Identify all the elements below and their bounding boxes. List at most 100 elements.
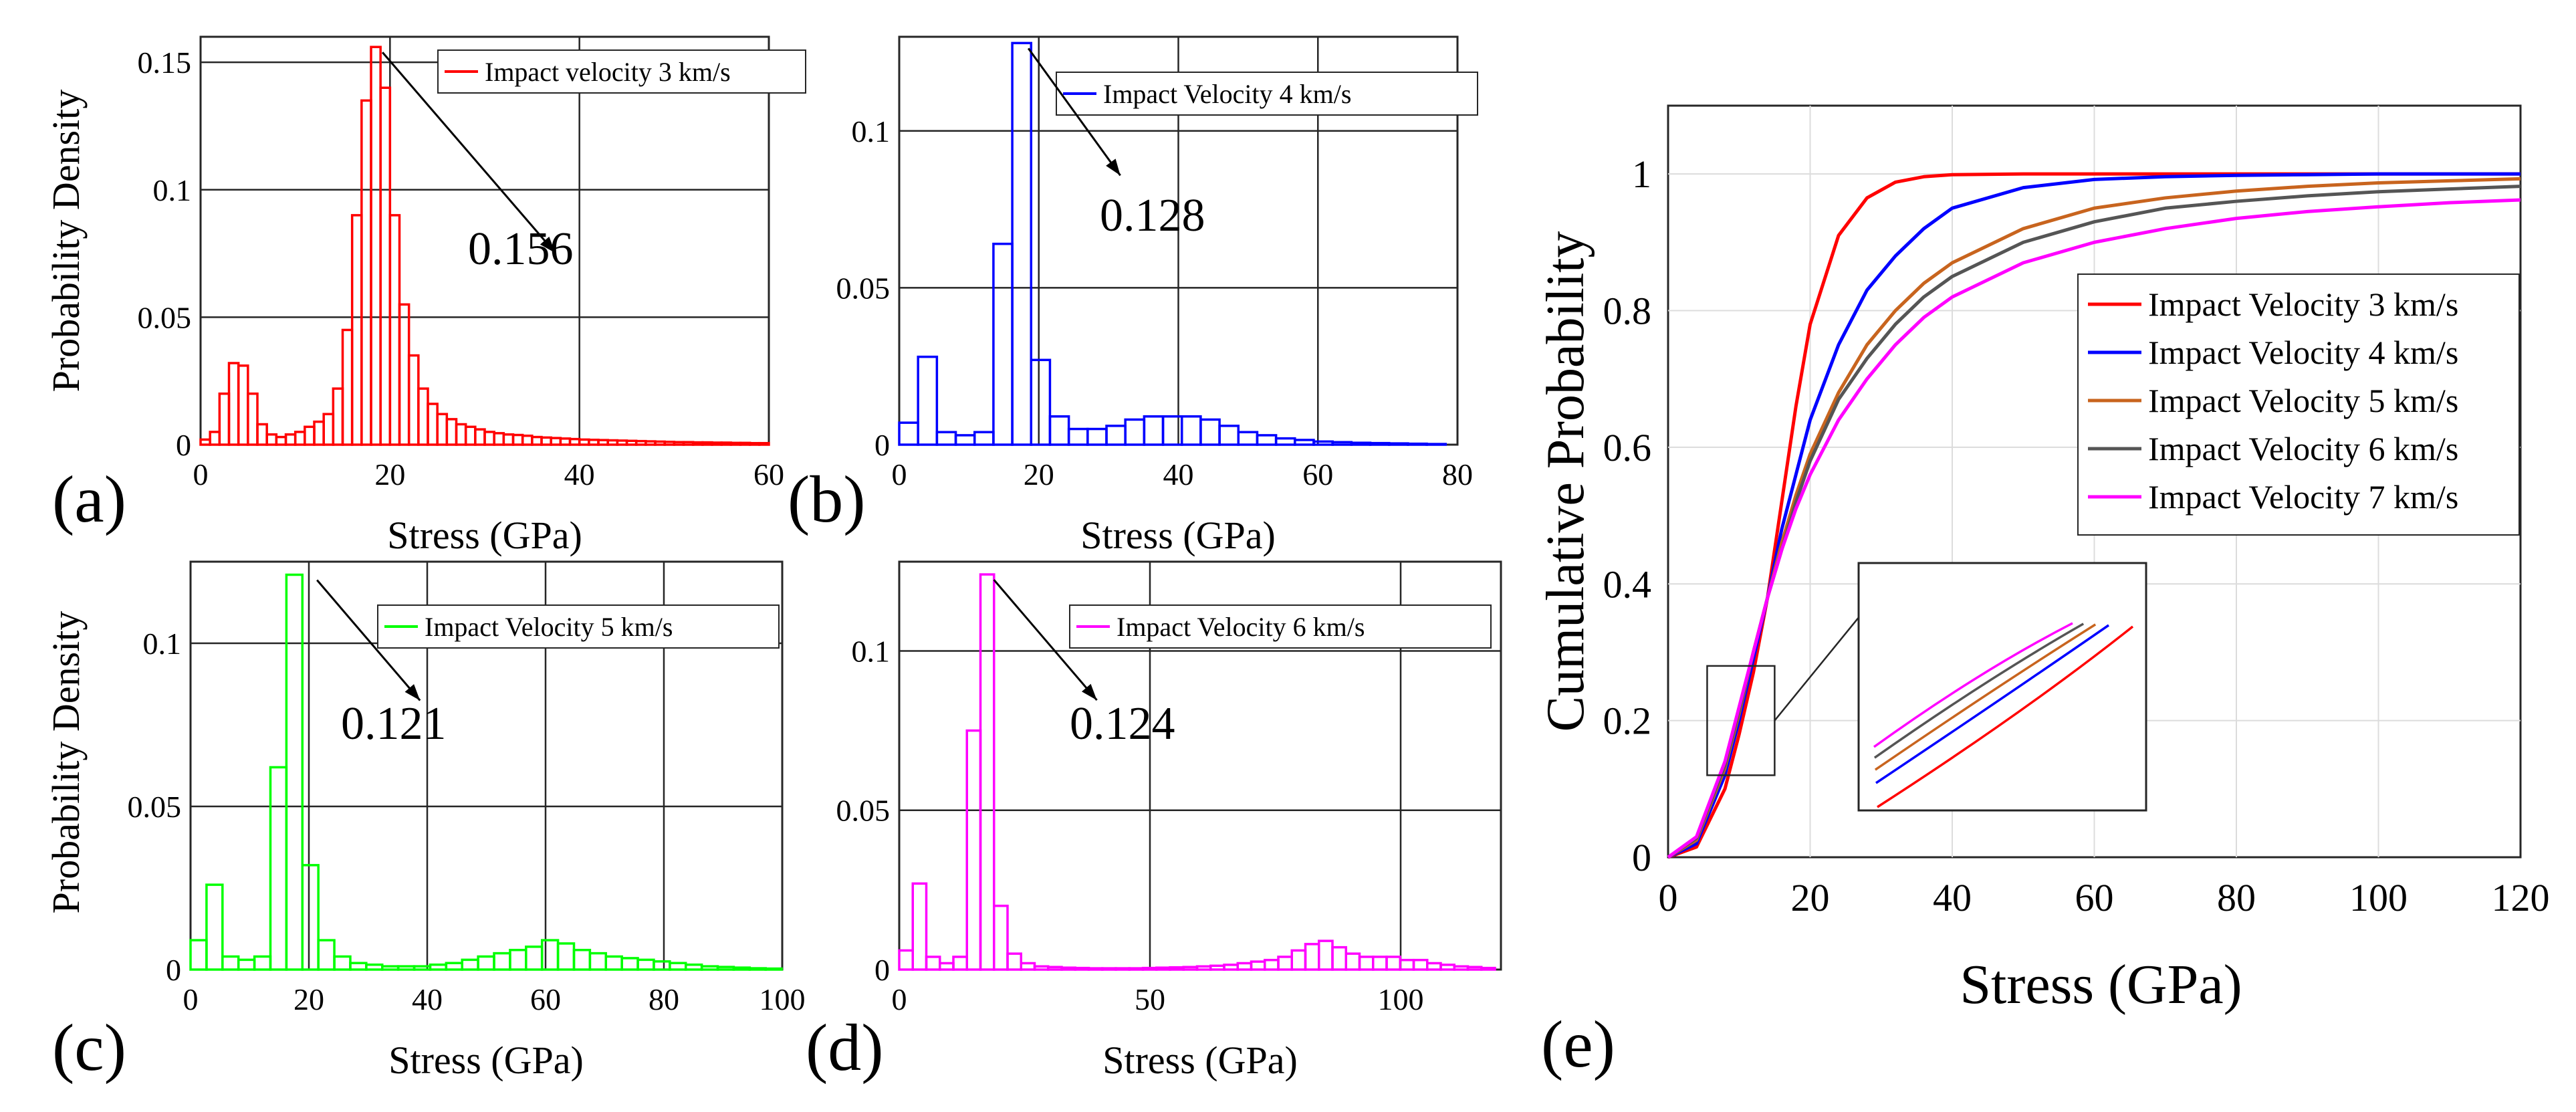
histogram-bar xyxy=(764,967,783,971)
legend: Impact Velocity 4 km/s xyxy=(1056,72,1478,116)
x-tick-label: 40 xyxy=(1933,876,1972,919)
legend-box xyxy=(2077,273,2520,536)
annotation-label: 0.124 xyxy=(1070,698,1175,750)
histogram-bar xyxy=(911,882,928,971)
histogram-bar xyxy=(739,441,751,446)
histogram-panel-4: 0 50 100 0 0.05 0.1 Stress (GPa) (d) Impact Velo… xyxy=(806,560,1502,1085)
x-tick-label: 40 xyxy=(412,982,443,1016)
legend-box xyxy=(1069,604,1492,649)
panel-label: (e) xyxy=(1541,1007,1615,1081)
x-tick-label: 50 xyxy=(1135,982,1165,1016)
legend-label: Impact Velocity 6 km/s xyxy=(2148,430,2458,467)
x-axis-label: Stress (GPa) xyxy=(388,1038,584,1082)
y-tick-label: 0.4 xyxy=(1603,562,1652,606)
x-tick-label: 20 xyxy=(1024,457,1054,491)
x-tick-label: 100 xyxy=(2349,876,2408,919)
inset-curve xyxy=(1877,625,2134,808)
inset-curve xyxy=(1873,623,2085,759)
histogram-bar xyxy=(691,441,704,446)
annotation-arrowhead xyxy=(404,684,421,701)
histogram-bar xyxy=(917,355,939,446)
series-line-7kms xyxy=(1667,198,2521,859)
histogram-bar xyxy=(247,393,259,446)
histogram-bar xyxy=(1169,966,1185,971)
histogram-bar xyxy=(729,441,742,446)
y-axis-label: Cumulative Probability xyxy=(1536,231,1595,732)
y-tick-label: 0.1 xyxy=(852,634,891,668)
y-tick-label: 1 xyxy=(1632,152,1651,196)
histogram-bar xyxy=(758,441,770,446)
legend-box xyxy=(377,604,780,649)
x-tick-label: 60 xyxy=(1302,457,1333,491)
y-axis-label: Probability Density xyxy=(44,611,88,914)
histogram-bar xyxy=(1425,443,1447,446)
x-axis-label: Stress (GPa) xyxy=(1960,954,2242,1016)
legend-label: Impact Velocity 3 km/s xyxy=(2148,286,2458,323)
y-tick-label: 0.05 xyxy=(128,790,182,824)
histogram-bar xyxy=(1060,966,1076,971)
x-tick-label: 80 xyxy=(1442,457,1473,491)
annotation-arrow xyxy=(316,579,421,701)
x-tick-label: 0 xyxy=(892,982,907,1016)
y-tick-label: 0.1 xyxy=(153,173,192,207)
legend-box xyxy=(1056,72,1478,116)
legend: Impact Velocity 3 km/s Impact Velocity 4 … xyxy=(2077,273,2520,536)
histogram-bar xyxy=(1087,967,1104,971)
histogram-bar xyxy=(1155,966,1171,971)
legend-label: Impact Velocity 4 km/s xyxy=(1103,79,1351,109)
y-tick-label: 0.15 xyxy=(138,45,192,80)
annotation-label: 0.156 xyxy=(468,223,574,275)
histogram-bar xyxy=(205,883,224,971)
y-tick-label: 0.05 xyxy=(138,300,192,334)
histogram-panel-2: 0 20 40 60 80 0 0.05 0.1 Stress (GPa) (b) Impact V… xyxy=(788,35,1478,557)
x-tick-label: 20 xyxy=(374,457,405,491)
inset-curve xyxy=(1873,622,2073,748)
zoom-inset xyxy=(1857,562,2147,812)
histogram-bar xyxy=(1387,442,1409,446)
legend-label: Impact Velocity 7 km/s xyxy=(2148,478,2458,516)
y-tick-label: 0.1 xyxy=(143,627,182,661)
histogram-bar xyxy=(701,441,713,446)
panel-label: (a) xyxy=(52,462,126,536)
panel-label: (c) xyxy=(52,1010,126,1085)
histogram-bar xyxy=(317,939,336,971)
panel-label: (d) xyxy=(806,1010,884,1085)
y-tick-label: 0.05 xyxy=(836,794,891,828)
x-tick-label: 0 xyxy=(193,457,209,491)
y-tick-label: 0 xyxy=(176,428,191,462)
annotation-arrowhead xyxy=(1081,683,1097,701)
y-tick-label: 0.2 xyxy=(1603,699,1652,743)
histogram-bar xyxy=(1074,966,1090,971)
y-tick-label: 0.6 xyxy=(1603,426,1652,469)
x-tick-label: 100 xyxy=(759,982,806,1016)
y-tick-label: 0.8 xyxy=(1603,290,1652,333)
inset-frame xyxy=(1857,562,2147,812)
x-tick-label: 0 xyxy=(892,457,907,491)
y-axis-label: Probability Density xyxy=(44,90,88,393)
x-tick-label: 40 xyxy=(564,457,595,491)
x-tick-label: 100 xyxy=(1378,982,1424,1016)
histogram-bar xyxy=(993,904,1009,971)
annotation-arrowhead xyxy=(1106,158,1121,176)
x-axis-label: Stress (GPa) xyxy=(387,514,582,557)
x-tick-label: 80 xyxy=(649,982,679,1016)
legend-label: Impact Velocity 4 km/s xyxy=(2148,334,2458,371)
legend: Impact velocity 3 km/s xyxy=(437,49,806,94)
x-axis-label: Stress (GPa) xyxy=(1080,514,1276,557)
histogram-panel-3: 0 20 40 60 80 100 0 0.05 0.1 Stress (GPa) Probabil… xyxy=(44,560,806,1085)
x-tick-label: 60 xyxy=(753,457,784,491)
annotation-arrow xyxy=(993,579,1098,701)
legend-label: Impact Velocity 5 km/s xyxy=(425,612,673,642)
histogram-bar xyxy=(732,966,751,971)
x-tick-label: 80 xyxy=(2217,876,2256,919)
x-tick-label: 40 xyxy=(1163,457,1194,491)
legend: Impact Velocity 5 km/s xyxy=(377,604,780,649)
x-tick-label: 0 xyxy=(183,982,199,1016)
histogram-bar xyxy=(1030,358,1052,446)
legend-label: Impact Velocity 5 km/s xyxy=(2148,382,2458,419)
histogram-panel-1: 0 20 40 60 0 0.05 0.1 0.15 Stress (GPa) Probabili… xyxy=(44,35,806,557)
legend: Impact Velocity 6 km/s xyxy=(1069,604,1492,649)
legend-label: Impact Velocity 6 km/s xyxy=(1117,612,1365,642)
panel-label: (b) xyxy=(788,462,866,536)
